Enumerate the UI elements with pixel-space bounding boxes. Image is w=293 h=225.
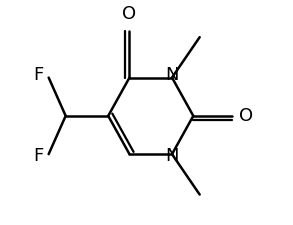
Text: N: N bbox=[165, 66, 179, 84]
Text: F: F bbox=[33, 66, 43, 84]
Text: O: O bbox=[239, 107, 253, 125]
Text: O: O bbox=[122, 5, 137, 23]
Text: F: F bbox=[33, 147, 43, 165]
Text: N: N bbox=[165, 147, 179, 165]
